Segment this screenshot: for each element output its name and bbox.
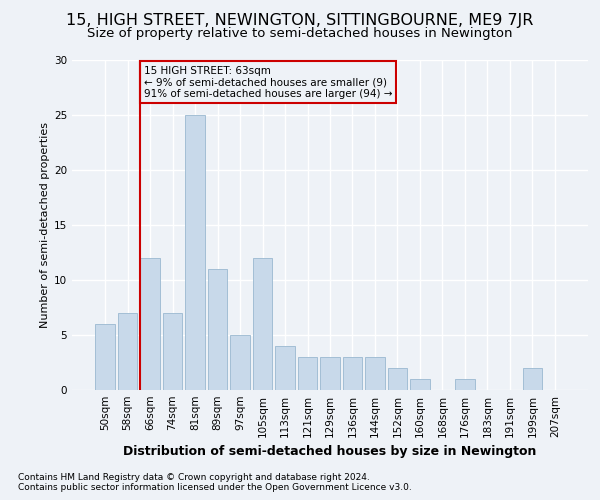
- Text: Contains HM Land Registry data © Crown copyright and database right 2024.: Contains HM Land Registry data © Crown c…: [18, 474, 370, 482]
- Bar: [95, 324, 115, 390]
- Bar: [185, 115, 205, 390]
- Bar: [163, 313, 182, 390]
- Bar: [410, 379, 430, 390]
- Bar: [365, 357, 385, 390]
- Bar: [253, 258, 272, 390]
- Text: 15, HIGH STREET, NEWINGTON, SITTINGBOURNE, ME9 7JR: 15, HIGH STREET, NEWINGTON, SITTINGBOURN…: [67, 12, 533, 28]
- Text: Size of property relative to semi-detached houses in Newington: Size of property relative to semi-detach…: [87, 28, 513, 40]
- Text: Contains public sector information licensed under the Open Government Licence v3: Contains public sector information licen…: [18, 484, 412, 492]
- X-axis label: Distribution of semi-detached houses by size in Newington: Distribution of semi-detached houses by …: [124, 446, 536, 458]
- Bar: [388, 368, 407, 390]
- Bar: [523, 368, 542, 390]
- Bar: [140, 258, 160, 390]
- Bar: [298, 357, 317, 390]
- Y-axis label: Number of semi-detached properties: Number of semi-detached properties: [40, 122, 50, 328]
- Bar: [230, 335, 250, 390]
- Bar: [208, 269, 227, 390]
- Text: 15 HIGH STREET: 63sqm
← 9% of semi-detached houses are smaller (9)
91% of semi-d: 15 HIGH STREET: 63sqm ← 9% of semi-detac…: [144, 66, 392, 98]
- Bar: [118, 313, 137, 390]
- Bar: [275, 346, 295, 390]
- Bar: [455, 379, 475, 390]
- Bar: [343, 357, 362, 390]
- Bar: [320, 357, 340, 390]
